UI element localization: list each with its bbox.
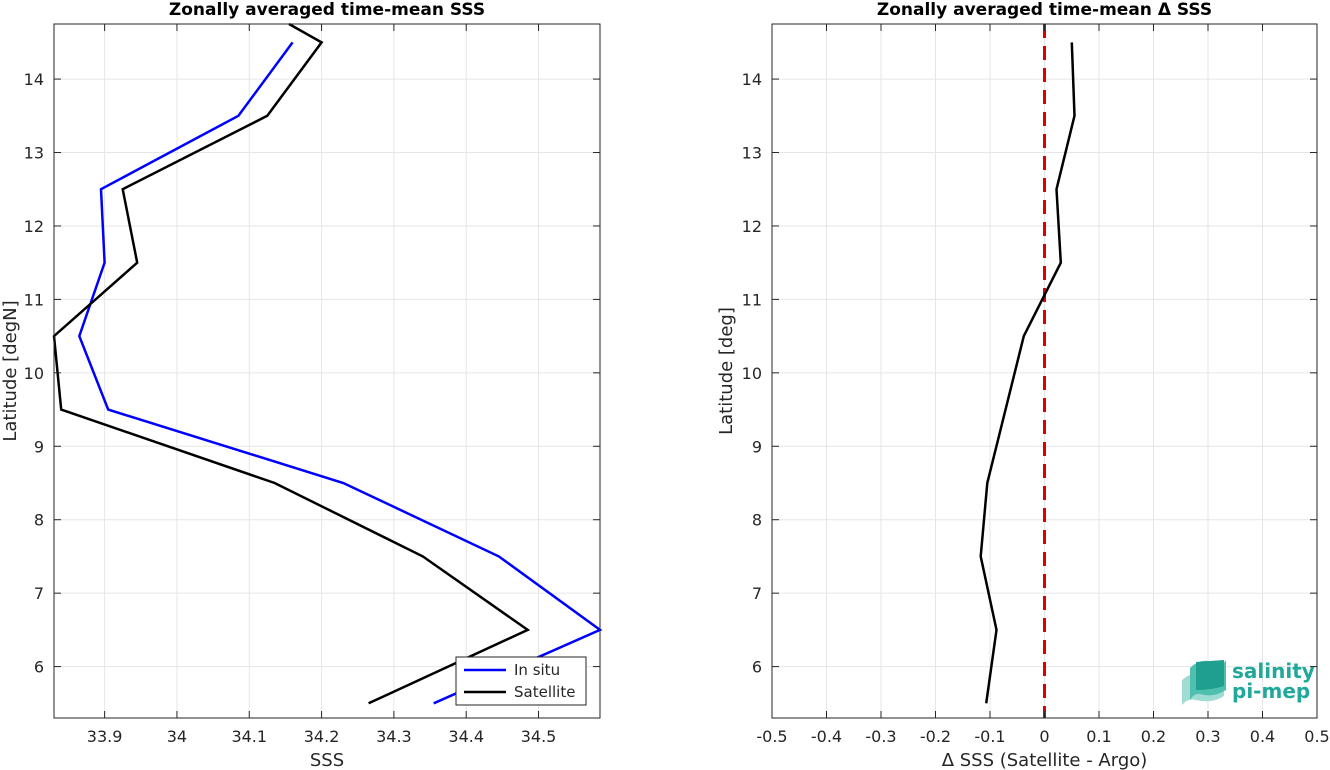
x-axis-label: SSS: [310, 750, 344, 770]
x-tick-label: -0.4: [811, 727, 842, 746]
y-tick-label: 8: [34, 511, 44, 530]
y-tick-label: 8: [752, 511, 762, 530]
salinity-pi-mep-logo: salinity pi-mep: [1182, 659, 1315, 705]
y-tick-label: 12: [24, 217, 44, 236]
y-tick-label: 9: [34, 437, 44, 456]
chart-title: Zonally averaged time-mean SSS: [169, 0, 485, 20]
chart-title: Zonally averaged time-mean Δ SSS: [877, 0, 1212, 20]
legend-label: In situ: [514, 661, 560, 679]
x-axis-label: Δ SSS (Satellite - Argo): [942, 750, 1148, 770]
legend-box: [455, 656, 587, 706]
logo-line1: salinity: [1232, 659, 1315, 683]
x-tick-label: -0.3: [865, 727, 896, 746]
x-tick-label: 34.4: [448, 727, 484, 746]
x-tick-label: 0.4: [1250, 727, 1275, 746]
plot-frame: [53, 23, 601, 719]
chart-right-delta-sss: -0.5 -0.4 -0.3 -0.2 -0.1 0 0.1 0.2 0.3 0.4 0.5 6 7 8 9…: [716, 0, 1330, 770]
x-tick-label: -0.1: [974, 727, 1005, 746]
x-tick-label: 0.2: [1141, 727, 1166, 746]
x-tick-label: 34.2: [304, 727, 340, 746]
x-tick-label: 34.1: [231, 727, 267, 746]
y-tick-label: 9: [752, 437, 762, 456]
y-tick-label: 6: [34, 658, 44, 677]
y-tick-label: 11: [24, 290, 44, 309]
x-tick-label: -0.5: [756, 727, 787, 746]
y-tick-label: 12: [742, 217, 762, 236]
x-tick-label: 0.3: [1195, 727, 1220, 746]
x-tick-label: -0.2: [920, 727, 951, 746]
x-tick-label: 33.9: [87, 727, 123, 746]
legend-label: Satellite: [514, 683, 575, 701]
plot-area: [54, 24, 600, 718]
y-tick-label: 7: [34, 584, 44, 603]
x-tick-label: 34: [167, 727, 187, 746]
series-line-in-situ: [77, 41, 603, 705]
x-tick-label: 0.5: [1304, 727, 1329, 746]
y-tick-label: 10: [742, 364, 762, 383]
series-line-0: [979, 42, 1076, 704]
legend: In situ Satellite: [455, 656, 587, 706]
logo-line2: pi-mep: [1232, 679, 1310, 703]
y-tick-label: 11: [742, 290, 762, 309]
y-tick-label: 7: [752, 584, 762, 603]
chart-left-sss: 33.9 34 34.1 34.2 34.3 34.4 34.5 6 7 8 9 10 11 12 13 14…: [0, 0, 603, 770]
x-tick-label: 34.3: [376, 727, 412, 746]
logo-waves-icon: [1182, 660, 1226, 705]
y-tick-label: 13: [742, 144, 762, 163]
y-tick-label: 14: [742, 70, 762, 89]
y-tick-label: 6: [752, 658, 762, 677]
x-tick-label: 0.1: [1086, 727, 1111, 746]
y-axis-label: Latitude [deg]: [716, 307, 737, 435]
y-axis-label: Latitude [degN]: [0, 300, 21, 441]
y-tick-label: 14: [24, 70, 44, 89]
x-tick-label: 34.5: [521, 727, 557, 746]
y-tick-label: 10: [24, 364, 44, 383]
y-tick-label: 13: [24, 144, 44, 163]
x-tick-label: 0: [1039, 727, 1049, 746]
